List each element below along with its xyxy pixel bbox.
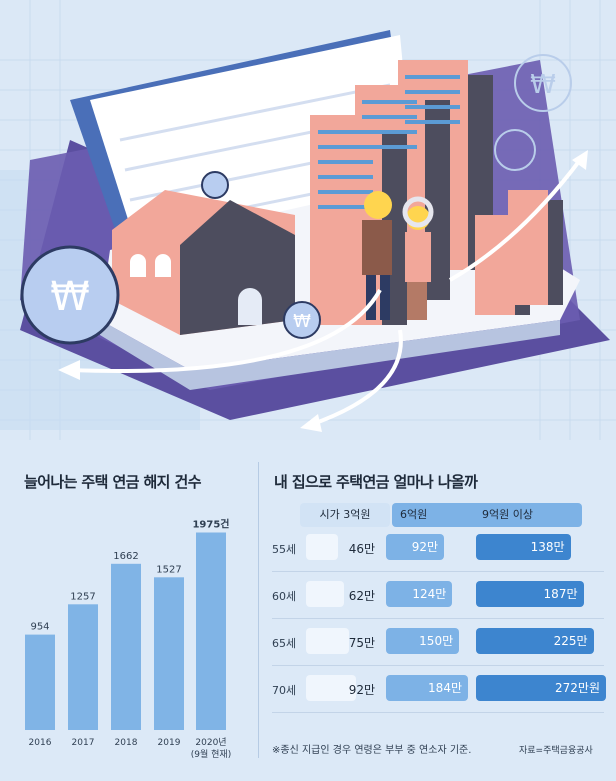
- row-age-label: 55세: [272, 543, 297, 556]
- x-tick-label: 2018: [115, 738, 138, 748]
- col-header-6eok: 6억원: [392, 503, 484, 527]
- bar-2020년: [196, 532, 226, 730]
- bar-2018: [111, 563, 141, 730]
- won-coin-icon: ₩ ₩ ₩: [20, 54, 572, 345]
- right-table-title: 내 집으로 주택연금 얼마나 나올까: [274, 473, 478, 491]
- col2-bar: 124만: [386, 581, 453, 607]
- housing-illustration: ₩ ₩ ₩: [0, 0, 616, 440]
- col1-value: 62만: [348, 589, 375, 603]
- row-separator: [272, 618, 604, 619]
- bar-2019: [154, 577, 184, 730]
- house-icon: [112, 190, 295, 335]
- col1-bar: [306, 581, 345, 607]
- cancellations-bar-chart: 954 2016 1257 2017 1662 2018 1527 2019 1975건 2020…: [25, 518, 231, 760]
- x-tick-label: (9월 현재): [191, 748, 231, 760]
- x-tick-label: 2016: [29, 738, 52, 748]
- row-separator: [272, 712, 604, 713]
- bar-2016: [25, 634, 55, 730]
- col3-bar: 272만원: [476, 675, 606, 701]
- row-age-label: 60세: [272, 590, 297, 603]
- bar-value-label: 1257: [70, 591, 95, 602]
- arrow-icon: [69, 158, 582, 427]
- col1-bar: [306, 675, 356, 701]
- svg-text:₩: ₩: [530, 70, 556, 100]
- row-age-label: 65세: [272, 637, 297, 650]
- col2-bar: 92만: [386, 534, 444, 560]
- row-separator: [272, 665, 604, 666]
- svg-text:₩: ₩: [293, 311, 311, 332]
- col1-bar: [306, 628, 350, 654]
- bar-value-label: 1527: [156, 564, 181, 575]
- left-chart-title: 늘어나는 주택 연금 해지 건수: [24, 473, 201, 491]
- col3-bar: 187만: [476, 581, 584, 607]
- divider: [258, 462, 259, 758]
- col1-value: 46만: [348, 542, 375, 556]
- x-tick-label: 2019: [158, 738, 181, 748]
- col1-bar: [306, 534, 338, 560]
- col1-value: 92만: [348, 683, 375, 697]
- pension-table: 시가 3억원 6억원 9억원 이상 55세 46만 92만 138만 60세 62만 124…: [272, 503, 606, 723]
- x-tick-label: 2017: [72, 738, 95, 748]
- col3-bar: 225만: [476, 628, 594, 654]
- data-section: [0, 440, 616, 781]
- bar-2017: [68, 604, 98, 730]
- col-header-9eok: 9억원 이상: [476, 503, 582, 527]
- row-separator: [272, 571, 604, 572]
- col1-value: 75만: [348, 636, 375, 650]
- col-header-3eok: 시가 3억원: [300, 503, 390, 527]
- svg-text:₩: ₩: [50, 274, 90, 320]
- x-tick-label: 2020년: [195, 737, 226, 748]
- row-age-label: 70세: [272, 684, 297, 697]
- col2-bar: 150만: [386, 628, 460, 654]
- source-note: 자료=주택금융공사: [519, 746, 593, 756]
- bar-value-label: 1662: [113, 551, 138, 562]
- col3-bar: 138만: [476, 534, 571, 560]
- bar-value-label: 1975건: [192, 518, 229, 531]
- bar-value-label: 954: [30, 622, 49, 633]
- col2-bar: 184만: [386, 675, 468, 701]
- footnote: ※종신 지급인 경우 연령은 부부 중 연소자 기준.: [272, 745, 472, 756]
- elderly-couple-icon: [362, 191, 434, 320]
